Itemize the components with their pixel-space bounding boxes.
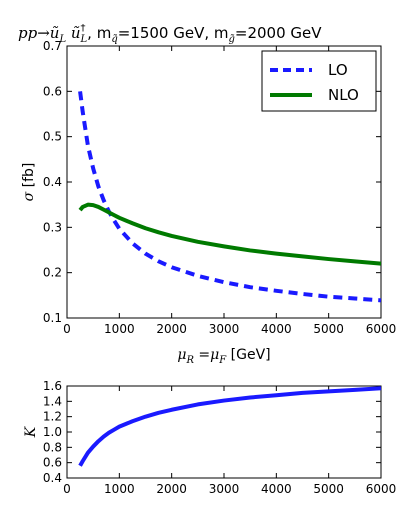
top-series-line-0 <box>78 91 382 303</box>
bottom-y-tick-label: 0.8 <box>43 440 62 454</box>
top-y-tick-label: 0.7 <box>43 39 62 53</box>
legend-lo-label: LO <box>328 61 348 79</box>
bottom-y-tick-label: 1.4 <box>43 394 62 408</box>
title-sub-l: L <box>58 34 66 45</box>
bottom-x-tick-label: 1000 <box>104 482 135 496</box>
top-x-tick-label: 3000 <box>209 322 240 336</box>
bottom-series-line-0 <box>78 386 382 467</box>
bottom-y-tick-label: 0.4 <box>43 471 62 485</box>
bottom-y-tick-label: 1.6 <box>43 379 62 393</box>
bottom-y-tick-label: 1.2 <box>43 410 62 424</box>
bottom-ticks: 0 1000 2000 3000 4000 5000 6000 0.40.6 0.81.01.2… <box>43 379 396 496</box>
top-x-tick-label: 6000 <box>366 322 397 336</box>
top-y-tick-label: 0.6 <box>43 84 62 98</box>
xlabel-eq-mu-f: =μ <box>194 347 219 363</box>
legend: LO NLO <box>261 50 377 112</box>
bottom-x-tick-label: 2000 <box>156 482 187 496</box>
top-x-tick-label: 0 <box>63 322 71 336</box>
title-dagger: † <box>81 23 86 34</box>
ylabel-unit: [fb] <box>21 163 37 192</box>
legend-nlo-label: NLO <box>328 86 359 104</box>
top-y-tick-label: 0.1 <box>43 311 62 325</box>
title-mgl-value: =2000 GeV <box>235 24 322 42</box>
bottom-x-tick-label: 0 <box>63 482 71 496</box>
title-msq-sub: q̃ <box>111 34 117 45</box>
title-mgl-sub: g̃ <box>229 34 235 45</box>
top-x-tick-label: 4000 <box>261 322 292 336</box>
xlabel-unit: [GeV] <box>226 347 270 363</box>
cross-section-panel: 0 1000 2000 3000 4000 5000 6000 0.1 0.2 0.3 0.4 0.5… <box>21 39 396 366</box>
bottom-x-tick-label: 4000 <box>261 482 292 496</box>
title-process: pp→ũ <box>18 24 59 42</box>
bottom-series <box>78 386 382 467</box>
title-msq-value: =1500 GeV, m <box>118 24 229 42</box>
top-y-tick-label: 0.2 <box>43 266 62 280</box>
chart-title: pp→ũL ũ† L, mq̃=1500 GeV, mg̃=2000 GeV <box>18 23 322 45</box>
x-axis-label: μR =μF [GeV] <box>177 347 270 366</box>
xlabel-sub-r: R <box>185 355 194 366</box>
top-series <box>78 91 382 303</box>
k-axis-label: K <box>23 425 39 438</box>
top-y-tick-label: 0.4 <box>43 175 62 189</box>
top-y-tick-label: 0.5 <box>43 130 62 144</box>
top-ticks: 0 1000 2000 3000 4000 5000 6000 0.1 0.2 0.3 0.4 0.5… <box>43 39 396 336</box>
bottom-y-tick-label: 0.6 <box>43 456 62 470</box>
legend-box <box>261 50 377 112</box>
title-msq-label: , m <box>87 24 111 42</box>
title-ubar: ũ <box>66 24 80 42</box>
k-factor-panel: 0 1000 2000 3000 4000 5000 6000 0.40.6 0.81.01.2… <box>23 379 396 496</box>
bottom-y-tick-label: 1.0 <box>43 425 62 439</box>
ylabel-sigma: σ <box>21 191 37 201</box>
top-y-tick-label: 0.3 <box>43 220 62 234</box>
title-sub-l2: L <box>80 34 88 45</box>
xlabel-mu-r: μ <box>177 347 186 363</box>
bottom-x-tick-label: 6000 <box>366 482 397 496</box>
top-x-tick-label: 1000 <box>104 322 135 336</box>
y-axis-label: σ [fb] <box>21 163 37 202</box>
bottom-x-tick-label: 5000 <box>313 482 344 496</box>
top-series-line-1 <box>78 202 382 266</box>
top-x-tick-label: 2000 <box>156 322 187 336</box>
bottom-x-tick-label: 3000 <box>209 482 240 496</box>
xlabel-sub-f: F <box>218 355 227 366</box>
top-x-tick-label: 5000 <box>313 322 344 336</box>
